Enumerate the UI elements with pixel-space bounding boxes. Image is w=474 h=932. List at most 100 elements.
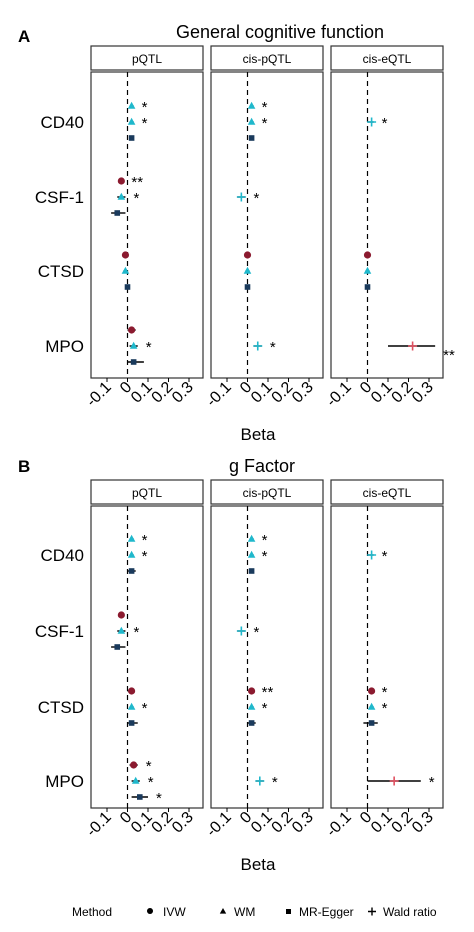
category-label: CTSD [38,262,84,281]
ivw-point [243,251,252,259]
egger-point [248,568,255,574]
facet-strip-label: pQTL [132,486,162,500]
ivw-point [128,326,136,334]
x-tick-label: -0.1 [83,809,115,841]
significance-marker: * [142,115,148,132]
panel-a-title: General cognitive function [176,22,384,42]
wm-point [117,192,126,200]
ivw-point [117,611,125,619]
wm-point [243,266,252,274]
significance-marker: * [146,758,152,775]
significance-marker: * [382,684,388,701]
significance-marker: * [382,700,388,717]
facet-strip-label: cis-eQTL [363,52,412,66]
panel-b-xlabel: Beta [241,855,277,874]
facet-panel-frame [210,71,324,379]
significance-marker: * [382,548,388,565]
legend-wald-icon [368,907,376,916]
category-label: CD40 [41,113,84,132]
panel-b: B g Factor Beta CD40 CSF-1 CTSD MPO pQTL -0.1… [18,456,444,874]
legend-ivw-label: IVW [163,905,186,919]
significance-marker: ** [443,347,455,364]
facet-strip [210,45,324,71]
ivw-point [130,761,138,769]
wm-point [117,626,126,634]
significance-marker: * [262,532,268,549]
panel-a-label: A [18,27,30,46]
egger-point [114,210,121,216]
facet-panel-frame [210,505,324,809]
category-label: CD40 [41,546,84,565]
ivw-point [117,177,125,185]
egger-point [248,135,255,141]
wald-ratio-point [253,341,263,351]
panel-a: A General cognitive function Beta CD40 CS… [18,22,455,444]
facet-strip-label: pQTL [132,52,162,66]
significance-marker: * [262,99,268,116]
significance-marker: * [253,190,259,207]
significance-marker: * [146,339,152,356]
wm-point [247,117,256,125]
wm-point [129,341,138,349]
wm-point [121,266,130,274]
wald-ratio-point [367,550,377,560]
wald-ratio-point [367,117,377,127]
legend-wm-label: WM [234,905,255,919]
egger-point [364,284,371,290]
wald-ratio-point [255,776,265,786]
panel-b-label: B [18,457,30,476]
legend-wald-label: Wald ratio [383,905,437,919]
egger-point [124,284,131,290]
facet-strip [90,45,204,71]
x-tick-label: -0.1 [323,809,355,841]
significance-marker: * [429,774,435,791]
x-tick-label: -0.1 [323,379,355,411]
wm-point [127,117,136,125]
category-label: CSF-1 [35,622,84,641]
legend-egger-icon [286,909,291,914]
legend-ivw-icon [147,908,154,915]
significance-marker: * [142,532,148,549]
significance-marker: * [142,548,148,565]
wm-point [247,550,256,558]
wald-ratio-point [236,192,246,202]
egger-point [128,135,135,141]
ivw-point [248,687,256,695]
significance-marker: * [262,115,268,132]
category-label: MPO [45,772,84,791]
egger-point [128,568,135,574]
wm-point [127,702,136,710]
legend-title: Method [72,905,112,919]
ivw-point [128,687,136,695]
significance-marker: * [262,548,268,565]
x-tick-label: 0.3 [409,809,437,837]
category-label: MPO [45,337,84,356]
facet-strip-label: cis-pQTL [243,486,292,500]
panel-b-title: g Factor [229,456,295,476]
ivw-point [121,251,130,259]
facet-strip [210,479,324,505]
significance-marker: * [272,774,278,791]
x-tick-label: 0.3 [169,379,197,407]
x-tick-label: -0.1 [203,379,235,411]
category-label: CTSD [38,698,84,717]
significance-marker: * [133,190,139,207]
wald-ratio-point [408,341,418,351]
egger-point [368,720,375,726]
x-tick-label: -0.1 [83,379,115,411]
x-tick-label: 0.3 [289,809,317,837]
wald-ratio-point [236,626,246,636]
egger-point [130,359,137,365]
egger-point [114,644,121,650]
significance-marker: * [133,624,139,641]
facet-strip-label: cis-eQTL [363,486,412,500]
wm-point [247,101,256,109]
wm-point [247,702,256,710]
facet-strip-label: cis-pQTL [243,52,292,66]
significance-marker: * [270,339,276,356]
facet-strip [330,45,444,71]
significance-marker: * [253,624,259,641]
wm-point [367,702,376,710]
facet-panel-frame [90,505,204,809]
egger-point [244,284,251,290]
